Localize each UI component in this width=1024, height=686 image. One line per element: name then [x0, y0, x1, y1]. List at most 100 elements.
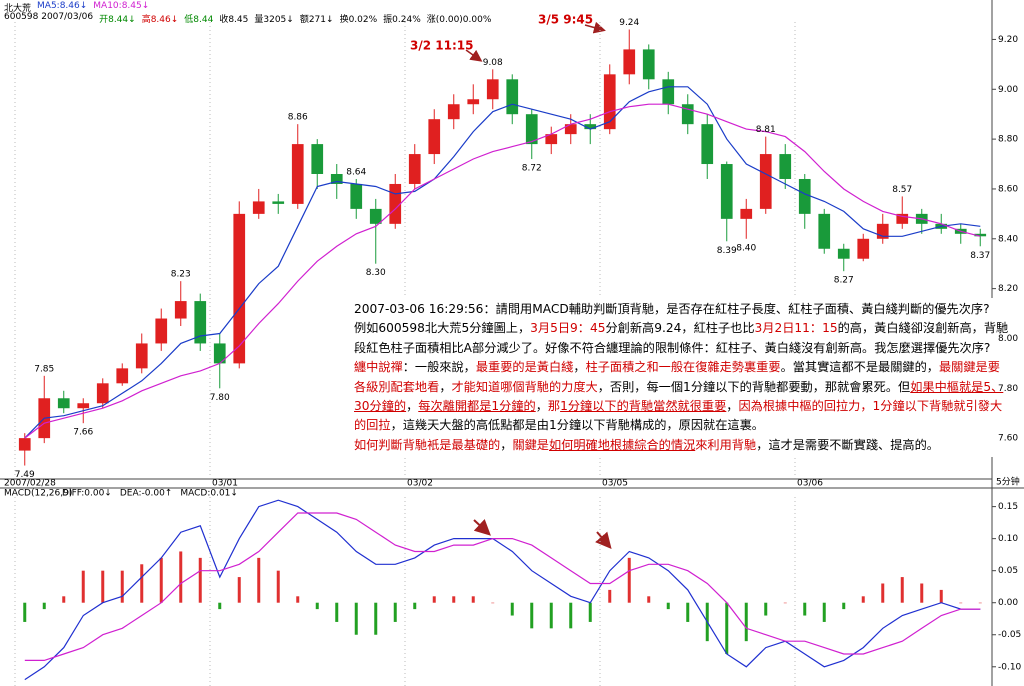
candle-body — [486, 79, 499, 100]
comment-text: 。當其實這都不是最關鍵的， — [780, 360, 939, 375]
comment-text: 的回拉 — [354, 418, 391, 433]
annotation-arrow — [473, 518, 491, 536]
candle-body — [467, 99, 480, 105]
candle-body — [564, 124, 577, 135]
macd-bar — [413, 602, 417, 610]
candle-body — [525, 114, 538, 145]
comment-text: ：一般來說， — [402, 360, 476, 375]
annotation-arrow — [584, 21, 606, 34]
macd-bar — [491, 602, 495, 604]
macd-bar — [42, 602, 46, 610]
macd-bar — [140, 564, 144, 603]
y-tick-label: 7.80 — [998, 384, 1018, 394]
macd-bar — [315, 602, 319, 610]
extreme-label: 8.23 — [171, 270, 191, 280]
extreme-label: 8.57 — [892, 185, 912, 195]
comment-text: 2007-03-06 16:29:56：請問用MACD輔助判斷頂背馳，是否存在紅… — [354, 302, 990, 316]
y-tick-label: 0.00 — [998, 598, 1018, 608]
macd-bar — [237, 577, 241, 603]
candle-body — [135, 343, 148, 369]
comment-line: 如何判斷背馳衹是最基礎的，關鍵是如何明確地根據綜合的情況來利用背馳，這才是需要不… — [354, 436, 994, 455]
comment-text: 的高，黃白綫卻沒創新高，背馳 — [837, 321, 1009, 336]
macd-bar — [920, 583, 924, 603]
header-field: 高8.46↓ — [141, 15, 179, 25]
header-field: 600598 2007/03/06 — [4, 12, 94, 22]
header-field: 量3205↓ — [254, 15, 294, 25]
macd-bar — [627, 557, 631, 603]
comment-line: 纏中說禪：一般來說，最重要的是黃白綫，柱子面積之和一般在復雜走勢裏重要。當其實這… — [354, 358, 1000, 377]
macd-bar — [881, 583, 885, 603]
line-series — [24, 103, 981, 439]
macd-bar — [179, 551, 183, 603]
candle-body — [116, 368, 129, 384]
macd-bar — [725, 602, 729, 654]
macd-bar — [764, 602, 768, 616]
macd-bar — [666, 602, 670, 610]
annotation: 3/5 9:45 — [538, 13, 593, 27]
macd-bar — [296, 596, 300, 603]
macd-bar — [452, 596, 456, 603]
macd-bar — [257, 557, 261, 603]
extreme-label: 8.30 — [366, 268, 386, 278]
comment-text: 如果中樞就是5、 — [910, 379, 1004, 394]
macd-bar — [608, 589, 612, 603]
y-tick-label: -0.05 — [998, 630, 1021, 640]
comment-text: 最重要的是黃白綫 — [475, 360, 574, 375]
comment-text: ， — [406, 399, 419, 414]
y-tick-label: 8.60 — [998, 184, 1018, 194]
stock-name: 北大荒 — [4, 4, 32, 14]
macd-bar — [822, 602, 826, 622]
macd-bar — [23, 602, 27, 622]
candle-body — [876, 223, 889, 239]
comment-text: 因為根據中樞的回拉力，1分鐘以下背馳就引發大 — [738, 399, 1003, 414]
comment-text: ，否則，每一個1分鐘以下的背馳都要動，那就會累死。但 — [597, 379, 911, 394]
candle-body — [330, 174, 343, 184]
comment-text: 來利用背馳 — [695, 437, 757, 452]
macd-legend: MACD:0.01↓ — [180, 489, 238, 499]
candle-body — [194, 301, 207, 344]
candle-body — [350, 183, 363, 209]
candle-body — [96, 383, 109, 404]
y-tick-label: 7.60 — [998, 434, 1018, 444]
comment-line: 例如600598北大荒5分鐘圖上，3月5日9：45分創新高9.24，紅柱子也比3… — [354, 319, 1008, 338]
candle-body — [57, 398, 70, 409]
comment-text: ，這幾天大盤的高低點都是由1分鐘以下背馳構成的，原因就在這裏。 — [390, 418, 764, 433]
macd-bar — [101, 570, 105, 603]
comment-text: ， — [439, 379, 452, 394]
macd-bar — [81, 570, 85, 603]
comment-text: 例如600598北大荒5分鐘圖上， — [354, 321, 531, 336]
candle-body — [252, 201, 265, 214]
candle-body — [701, 124, 714, 165]
extreme-label: 9.08 — [483, 58, 503, 68]
comment-text: 每次離開都是1分鐘的 — [418, 399, 536, 414]
comment-text: ， — [726, 399, 739, 414]
candle-body — [974, 233, 987, 237]
comment-text: 分創新高9.24，紅柱子也比 — [605, 321, 755, 336]
macd-bar — [62, 596, 66, 603]
comment-line: 2007-03-06 16:29:56：請問用MACD輔助判斷頂背馳，是否存在紅… — [354, 300, 994, 319]
comment-text: 纏中說禪 — [354, 360, 403, 375]
macd-bar — [432, 596, 436, 603]
y-tick-label: 8.80 — [998, 135, 1018, 145]
candle-body — [623, 49, 636, 75]
candle-body — [311, 144, 324, 174]
y-tick-label: 9.20 — [998, 35, 1018, 45]
macd-bar — [686, 602, 690, 622]
comment-text: 段紅色柱子面積相比A部分減少了。好像不符合纏理論的限制條件：紅柱子、黃白綫沒有創… — [354, 340, 991, 355]
candle-body — [291, 144, 304, 204]
annotation: 3/2 11:15 — [410, 39, 473, 53]
candle-body — [896, 213, 909, 224]
y-tick-label: 8.40 — [998, 234, 1018, 244]
header-field: 开8.44↓ — [99, 15, 136, 25]
candle-body — [818, 213, 831, 249]
candle-body — [740, 208, 753, 219]
macd-bar — [588, 602, 592, 622]
extreme-label: 8.64 — [346, 167, 366, 177]
candle-body — [720, 164, 733, 219]
y-tick-label: -0.10 — [998, 662, 1022, 672]
x-tick-label: 2007/02/28 — [4, 479, 56, 489]
header-line: 600598 2007/03/06 开8.44↓ 高8.46↓ 低8.44 收8.45 量… — [4, 12, 491, 25]
macd-bar — [159, 557, 163, 603]
macd-bar — [744, 602, 748, 642]
comment-line: 各級別配套地看，才能知道哪個背馳的力度大，否則，每一個1分鐘以下的背馳都要動，那… — [354, 378, 1003, 397]
